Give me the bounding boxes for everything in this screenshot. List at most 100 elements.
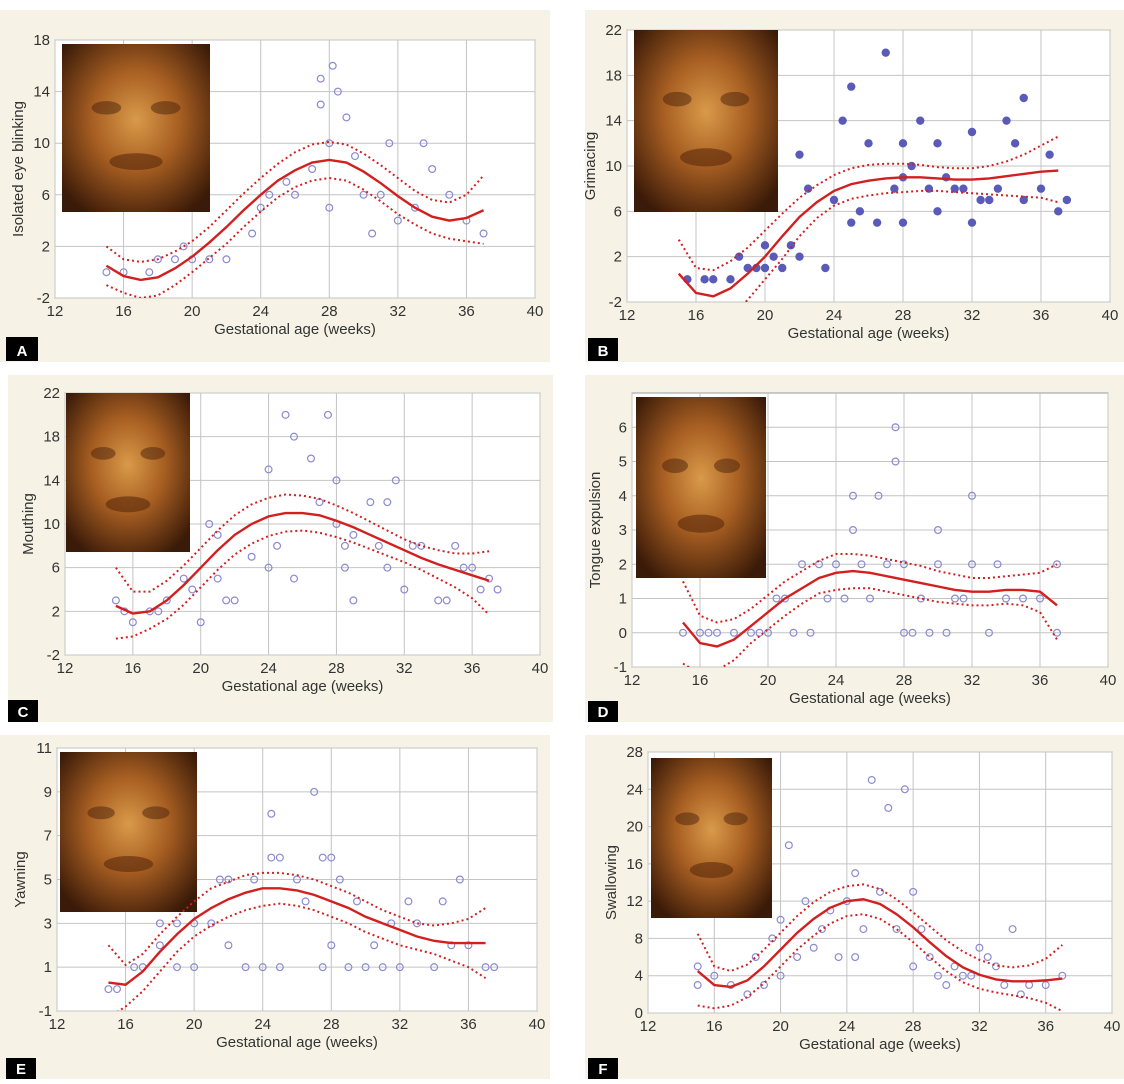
x-tick-label: 32 [964, 672, 981, 689]
data-point [145, 268, 154, 277]
data-point [726, 275, 735, 284]
x-tick-label: 20 [184, 303, 201, 320]
x-tick-label: 16 [115, 303, 132, 320]
data-point [778, 263, 787, 273]
x-tick-label: 36 [1033, 307, 1050, 324]
data-point [916, 116, 925, 125]
y-tick-label: 11 [36, 740, 52, 757]
photo-shading [140, 447, 166, 460]
data-point [769, 252, 778, 261]
data-point [851, 869, 860, 878]
data-point [481, 963, 490, 972]
y-tick-label: 4 [619, 488, 627, 505]
y-tick-label: 24 [626, 781, 643, 798]
data-point [700, 275, 709, 284]
y-tick-label: 6 [42, 187, 50, 204]
data-point [806, 628, 815, 637]
data-point [230, 596, 239, 605]
data-point [383, 563, 392, 572]
fetal-photo [636, 397, 766, 578]
y-axis-label: Swallowing [603, 845, 620, 920]
data-point [875, 887, 884, 896]
data-point [776, 971, 785, 980]
fetal-photo [651, 758, 772, 918]
data-point [848, 491, 857, 500]
data-point [275, 853, 284, 862]
fit-curve [677, 169, 1059, 298]
panel: 12 16 20 24 28 32 36 40 -2 2 6 10 14 18 Gestational ag… [0, 10, 550, 362]
data-point [704, 628, 713, 637]
confidence-band-upper [105, 140, 485, 263]
data-point [328, 61, 337, 70]
data-point [207, 919, 216, 928]
x-tick-label: 28 [896, 672, 913, 689]
x-tick-label: 16 [125, 660, 142, 677]
x-tick-label: 12 [619, 307, 636, 324]
data-point [215, 875, 224, 884]
y-tick-label: 14 [605, 113, 622, 130]
y-tick-label: 22 [605, 22, 622, 39]
data-point [857, 560, 866, 569]
x-tick-label: 24 [252, 303, 269, 320]
data-point [1041, 981, 1050, 990]
data-point [264, 563, 273, 572]
y-tick-label: 14 [43, 472, 60, 489]
data-point [925, 628, 934, 637]
x-tick-label: 20 [186, 1016, 203, 1033]
data-point [1045, 150, 1054, 159]
x-tick-label: 40 [527, 303, 544, 320]
data-point [838, 116, 847, 125]
data-point [900, 785, 909, 794]
x-tick-label: 12 [49, 1016, 66, 1033]
x-tick-label: 24 [839, 1018, 856, 1035]
data-point [874, 491, 883, 500]
data-point [797, 560, 806, 569]
x-tick-label: 16 [117, 1016, 134, 1033]
panel-label: F [598, 1061, 607, 1078]
x-tick-label: 36 [460, 1016, 477, 1033]
data-point [712, 628, 721, 637]
x-tick-label: 28 [905, 1018, 922, 1035]
data-point [361, 963, 370, 972]
data-point [967, 218, 977, 227]
y-tick-label: 7 [44, 828, 52, 845]
confidence-band-upper [107, 871, 487, 967]
photo-shading [675, 812, 700, 826]
data-point [855, 207, 865, 216]
data-point [984, 628, 993, 637]
data-point [267, 809, 276, 818]
data-point [803, 184, 813, 193]
panel-label: B [598, 343, 609, 360]
fit-curve [105, 158, 485, 282]
photo-shading [103, 856, 154, 872]
x-tick-label: 12 [57, 660, 74, 677]
data-point [391, 476, 400, 485]
y-tick-label: 8 [635, 930, 643, 947]
data-point [393, 216, 402, 225]
data-point [925, 953, 934, 962]
data-point [333, 87, 342, 96]
data-point [801, 897, 810, 906]
data-point [967, 560, 976, 569]
fit-curve [108, 887, 486, 986]
data-layer [677, 48, 1072, 302]
fit-curve [682, 569, 1058, 648]
data-point [323, 410, 332, 419]
data-point [340, 541, 349, 550]
data-point [196, 618, 205, 627]
y-tick-label: 1 [619, 591, 627, 608]
data-point [213, 530, 222, 539]
photo-shading [720, 91, 750, 107]
data-point [959, 594, 968, 603]
x-tick-label: 40 [1100, 672, 1117, 689]
x-tick-label: 24 [254, 1016, 271, 1033]
data-point [867, 775, 876, 784]
data-point [743, 263, 752, 273]
data-point [335, 875, 344, 884]
y-tick-label: 18 [43, 429, 60, 446]
photo-shading [105, 496, 151, 513]
data-point [413, 919, 422, 928]
y-tick-label: 2 [52, 603, 60, 620]
data-point [710, 971, 719, 980]
